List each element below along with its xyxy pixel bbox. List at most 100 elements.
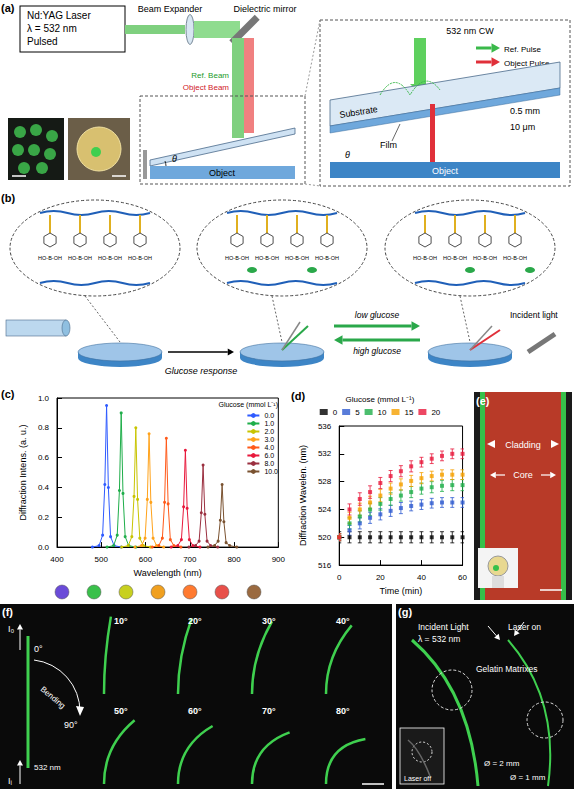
svg-text:Diffraction Intens. (a. u.): Diffraction Intens. (a. u.)	[18, 425, 28, 521]
svg-text:Laser off: Laser off	[404, 775, 431, 782]
svg-text:Glucose (mmol L⁻¹): Glucose (mmol L⁻¹)	[218, 401, 278, 409]
svg-text:Ref. Pulse: Ref. Pulse	[504, 45, 541, 54]
svg-text:Glucose (mmol L⁻¹): Glucose (mmol L⁻¹)	[346, 395, 415, 404]
svg-text:HO-B-OH: HO-B-OH	[315, 255, 339, 261]
svg-text:θ: θ	[172, 154, 177, 164]
svg-text:Laser on: Laser on	[508, 622, 541, 632]
svg-text:532 nm: 532 nm	[34, 763, 61, 772]
svg-text:Object: Object	[432, 166, 459, 176]
svg-text:Film: Film	[380, 140, 397, 150]
svg-text:10.0: 10.0	[264, 468, 278, 475]
svg-text:HO-B-OH: HO-B-OH	[473, 255, 497, 261]
svg-text:520: 520	[318, 533, 332, 542]
svg-text:Ø = 2 mm: Ø = 2 mm	[484, 759, 520, 768]
svg-text:900: 900	[272, 555, 286, 564]
svg-text:Ref. Beam: Ref. Beam	[191, 71, 229, 80]
svg-text:8.0: 8.0	[264, 460, 274, 467]
svg-text:700: 700	[183, 555, 197, 564]
svg-text:20: 20	[376, 573, 385, 582]
svg-text:HO-B-OH: HO-B-OH	[225, 255, 249, 261]
svg-text:0.4: 0.4	[38, 483, 50, 492]
svg-text:80°: 80°	[336, 706, 350, 716]
svg-text:0: 0	[333, 408, 338, 417]
svg-text:20°: 20°	[188, 616, 202, 626]
svg-text:Ø = 1 mm: Ø = 1 mm	[510, 773, 546, 782]
svg-text:Core: Core	[513, 470, 533, 480]
svg-text:20: 20	[431, 408, 440, 417]
svg-text:0.0: 0.0	[264, 412, 274, 419]
svg-text:HO-B-OH: HO-B-OH	[413, 255, 437, 261]
svg-text:Cladding: Cladding	[505, 440, 541, 450]
svg-text:0.8: 0.8	[38, 423, 50, 432]
svg-text:2.0: 2.0	[264, 428, 274, 435]
svg-text:I₀: I₀	[8, 624, 15, 634]
svg-text:Object Beam: Object Beam	[183, 83, 230, 92]
svg-text:Time (min): Time (min)	[380, 586, 423, 596]
svg-text:0°: 0°	[34, 644, 43, 654]
svg-text:Substrate: Substrate	[339, 104, 379, 120]
svg-text:low glucose: low glucose	[355, 310, 400, 320]
svg-text:800: 800	[227, 555, 241, 564]
svg-text:HO-B-OH: HO-B-OH	[285, 255, 309, 261]
svg-text:Incident Light: Incident Light	[418, 622, 469, 632]
svg-text:Nd:YAG Laser: Nd:YAG Laser	[27, 10, 91, 21]
svg-text:10°: 10°	[114, 616, 128, 626]
svg-text:Iᵢ: Iᵢ	[8, 776, 12, 786]
svg-text:4.0: 4.0	[264, 444, 274, 451]
svg-text:Gelatin Matrixes: Gelatin Matrixes	[476, 664, 537, 674]
svg-text:15: 15	[405, 408, 414, 417]
svg-text:HO-B-OH: HO-B-OH	[128, 255, 152, 261]
svg-text:600: 600	[139, 555, 153, 564]
svg-text:500: 500	[95, 555, 109, 564]
svg-text:10 μm: 10 μm	[510, 122, 535, 132]
svg-text:60°: 60°	[188, 706, 202, 716]
svg-text:0.6: 0.6	[38, 453, 50, 462]
svg-text:50°: 50°	[114, 706, 128, 716]
svg-text:Dielectric mirror: Dielectric mirror	[234, 4, 297, 14]
svg-text:5: 5	[355, 408, 360, 417]
svg-text:0.2: 0.2	[38, 513, 50, 522]
svg-text:524: 524	[318, 505, 332, 514]
svg-text:(g): (g)	[398, 606, 412, 618]
svg-text:Diffraction Wavelen. (nm): Diffraction Wavelen. (nm)	[298, 445, 308, 546]
svg-text:0.0: 0.0	[38, 543, 50, 552]
svg-text:532 nm CW: 532 nm CW	[446, 26, 494, 36]
svg-text:400: 400	[50, 555, 64, 564]
svg-text:532: 532	[318, 449, 332, 458]
svg-text:Bending: Bending	[39, 685, 67, 711]
svg-text:10: 10	[378, 408, 387, 417]
svg-text:Object: Object	[209, 168, 236, 178]
svg-text:(b): (b)	[1, 192, 15, 204]
svg-text:Incident light: Incident light	[510, 310, 558, 320]
svg-text:HO-B-OH: HO-B-OH	[255, 255, 279, 261]
svg-text:(e): (e)	[476, 395, 490, 407]
svg-text:60: 60	[458, 573, 467, 582]
svg-text:HO-B-OH: HO-B-OH	[443, 255, 467, 261]
svg-text:536: 536	[318, 422, 332, 431]
svg-text:528: 528	[318, 477, 332, 486]
svg-text:(c): (c)	[1, 388, 15, 400]
svg-text:Glucose response: Glucose response	[165, 366, 238, 376]
svg-text:90°: 90°	[64, 720, 78, 730]
svg-text:HO-B-OH: HO-B-OH	[98, 255, 122, 261]
svg-text:516: 516	[318, 561, 332, 570]
svg-text:λ = 532 nm: λ = 532 nm	[418, 634, 460, 644]
svg-text:λ = 532 nm: λ = 532 nm	[27, 23, 77, 34]
svg-text:6.0: 6.0	[264, 452, 274, 459]
svg-text:(f): (f)	[2, 606, 13, 618]
svg-text:0: 0	[337, 573, 342, 582]
svg-text:70°: 70°	[262, 706, 276, 716]
svg-text:Wavelength (nm): Wavelength (nm)	[134, 568, 202, 578]
svg-text:Beam Expander: Beam Expander	[138, 4, 203, 14]
svg-text:high glucose: high glucose	[353, 346, 401, 356]
svg-text:0.5 mm: 0.5 mm	[510, 106, 540, 116]
svg-text:1.0: 1.0	[38, 394, 50, 403]
svg-text:3.0: 3.0	[264, 436, 274, 443]
svg-text:(a): (a)	[1, 2, 15, 14]
svg-text:Pulsed: Pulsed	[27, 36, 58, 47]
svg-text:θ: θ	[345, 150, 350, 160]
svg-text:HO-B-OH: HO-B-OH	[38, 255, 62, 261]
svg-text:40°: 40°	[336, 616, 350, 626]
svg-text:(d): (d)	[291, 390, 305, 402]
svg-text:HO-B-OH: HO-B-OH	[68, 255, 92, 261]
